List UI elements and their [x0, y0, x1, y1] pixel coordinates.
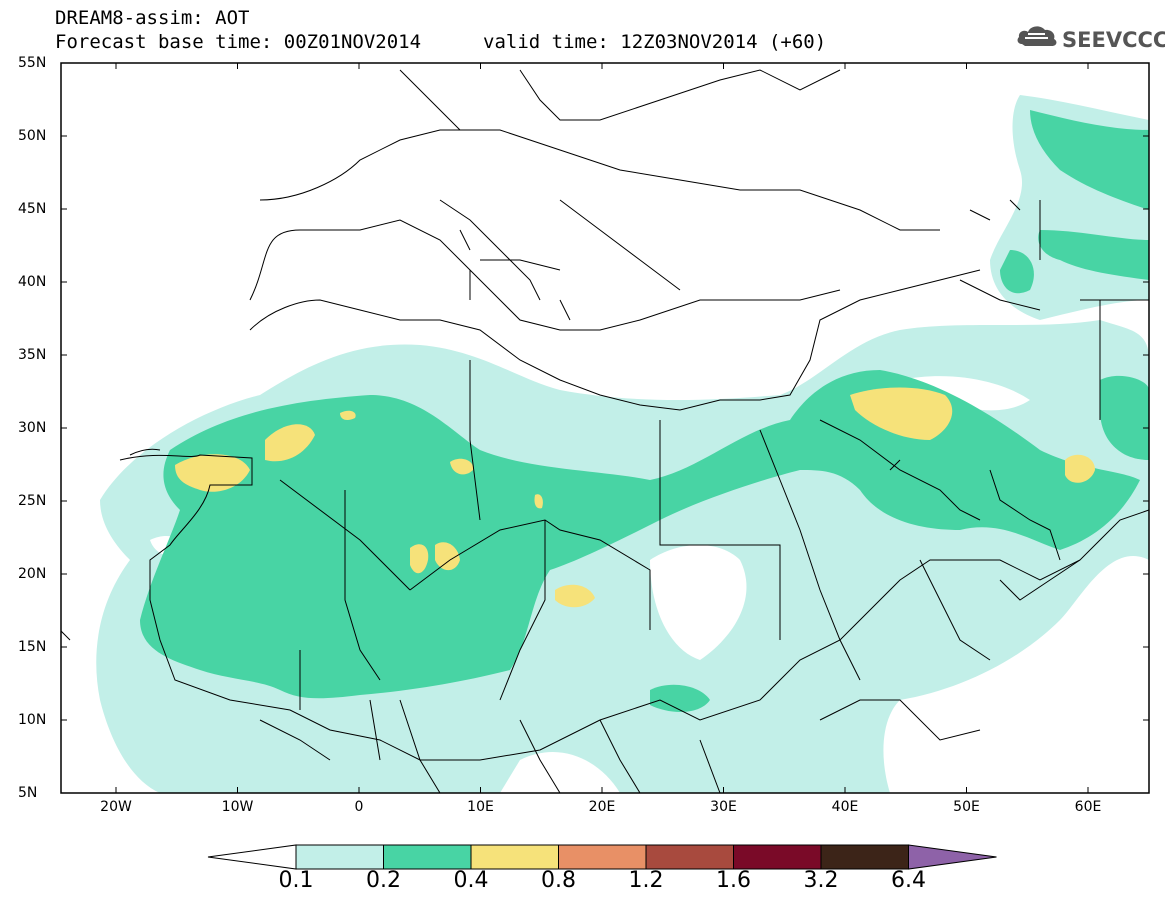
lat-label: 10N — [18, 712, 47, 728]
axis-ticks — [61, 62, 1149, 794]
lat-label: 55N — [18, 55, 47, 71]
colorbar-box — [733, 844, 822, 870]
colorbar-label: 0.1 — [278, 868, 314, 893]
lon-label: 0 — [354, 799, 364, 815]
lon-label: 10W — [221, 799, 254, 815]
colorbar-label: 6.4 — [891, 868, 926, 893]
lat-label: 30N — [18, 420, 47, 436]
lon-label: 30E — [710, 799, 737, 815]
colorbar-label: 1.2 — [628, 868, 664, 893]
lon-label: 60E — [1074, 799, 1102, 815]
colorbar-label: 3.2 — [803, 868, 839, 893]
colorbar-label: 0.4 — [453, 868, 489, 893]
colorbar-label: 1.6 — [716, 868, 751, 893]
colorbar-label: 0.8 — [541, 868, 576, 893]
colorbar-low-arrow — [207, 844, 297, 870]
lon-label: 20W — [100, 799, 132, 815]
aot-field — [96, 95, 1149, 793]
colorbar-high-arrow — [908, 844, 997, 870]
lat-label: 20N — [18, 566, 47, 582]
aot-level-0.4 — [175, 387, 1095, 608]
lat-label: 45N — [18, 201, 47, 217]
lat-label: 35N — [18, 347, 47, 363]
lat-label: 5N — [18, 785, 38, 801]
map-title: DREAM8-assim: AOT — [55, 7, 250, 29]
colorbar-box — [558, 844, 647, 870]
lon-label: 50E — [953, 799, 980, 815]
lon-label: 20E — [588, 799, 616, 815]
lat-label: 25N — [18, 493, 47, 509]
lat-label: 50N — [18, 128, 47, 144]
lat-label: 40N — [18, 274, 47, 290]
colorbar-label: 0.2 — [366, 868, 401, 893]
lat-label: 15N — [18, 639, 47, 655]
colorbar-box — [295, 844, 384, 870]
lon-label: 10E — [467, 799, 494, 815]
forecast-base-time: Forecast base time: 00Z01NOV2014 — [55, 31, 422, 53]
colorbar-box — [383, 844, 472, 870]
colorbar — [207, 844, 997, 870]
valid-time: valid time: 12Z03NOV2014 (+60) — [483, 31, 827, 53]
lon-label: 40E — [831, 799, 859, 815]
cloud-logo-icon — [1017, 26, 1057, 46]
boundaries — [61, 69, 1149, 793]
aot-level-0.2 — [140, 110, 1149, 712]
colorbar-box — [470, 844, 559, 870]
colorbar-box — [820, 844, 909, 870]
logo-text: SEEVCCC — [1062, 28, 1165, 52]
colorbar-box — [645, 844, 734, 870]
